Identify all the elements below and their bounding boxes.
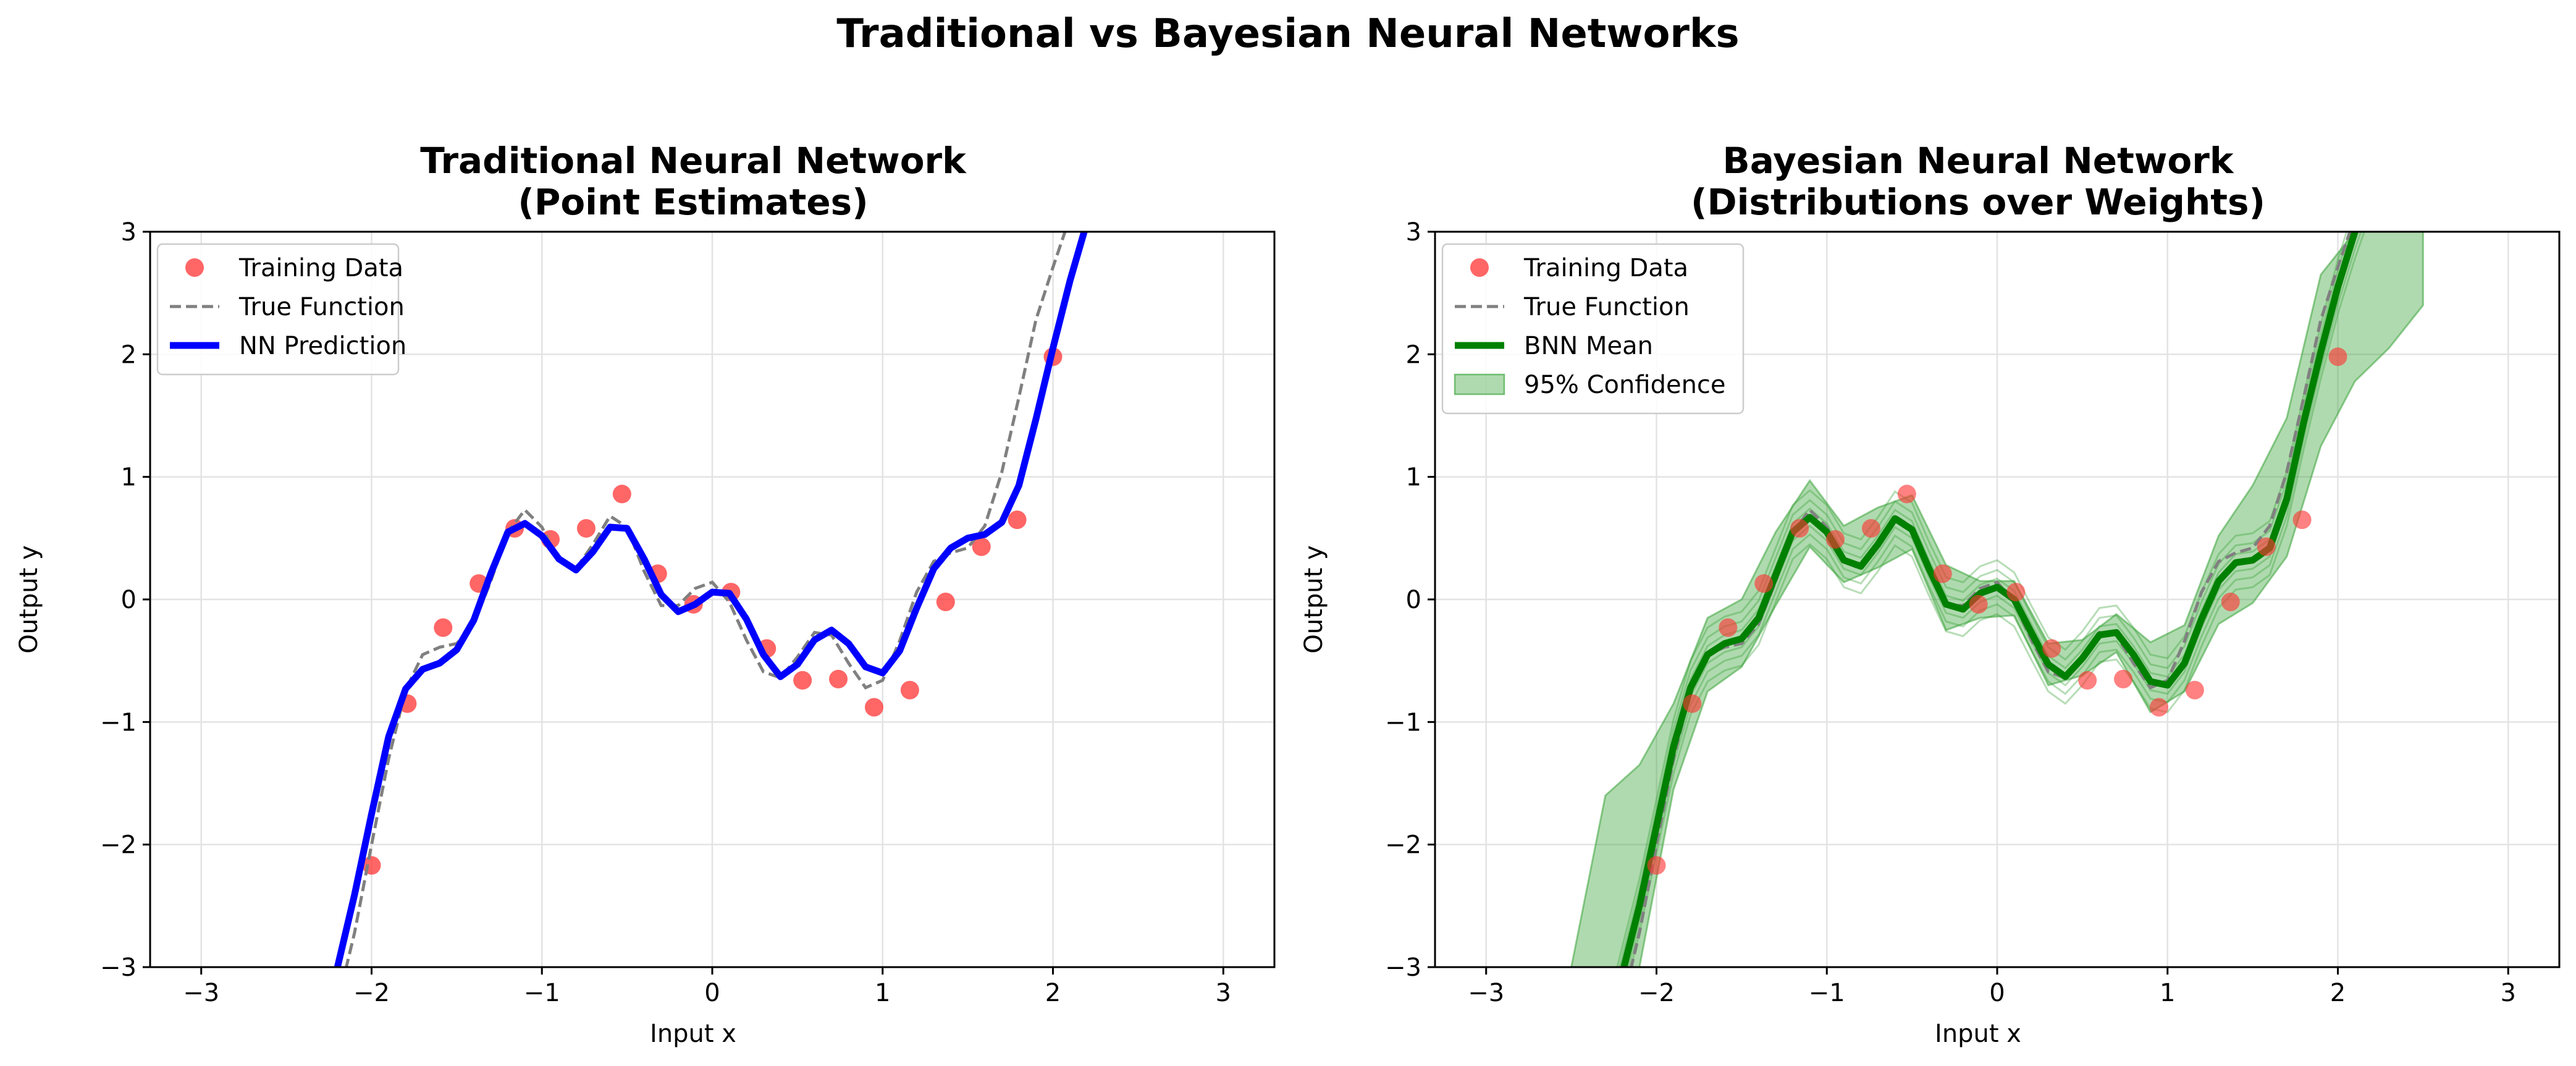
training-data-point [612, 484, 631, 504]
plot-series [334, 232, 1088, 967]
training-data-point [2328, 347, 2347, 366]
legend-label: Training Data [1523, 254, 1688, 282]
y-tick-label: 0 [1406, 586, 1421, 614]
panel-title: Traditional Neural Network [420, 140, 967, 182]
x-tick-label: 2 [2330, 979, 2346, 1007]
y-tick-label: 2 [121, 341, 137, 369]
x-tick-label: 2 [1045, 979, 1061, 1007]
training-data-point [1897, 484, 1916, 504]
nn-prediction-line [334, 232, 1088, 967]
x-tick-label: 1 [875, 979, 890, 1007]
panel-traditional-nn: Traditional Neural Network (Point Estima… [15, 140, 1276, 1048]
panel-bayesian-nn: Bayesian Neural Network (Distributions o… [1300, 140, 2561, 1048]
y-tick-label: −3 [100, 954, 137, 982]
training-data-point [829, 669, 848, 688]
legend-label: True Function [1523, 293, 1690, 321]
y-tick-label: −1 [100, 708, 137, 737]
x-axis-label: Input x [1935, 1020, 2021, 1048]
y-tick-label: −3 [1385, 954, 1421, 982]
bnn-mean-line [1620, 232, 2359, 967]
y-axis-label: Output y [15, 545, 43, 653]
training-data-point [972, 537, 991, 556]
posterior-sample-line [1625, 232, 2359, 967]
training-data-point [1683, 694, 1702, 713]
plot-area: −3 −2 −1 0 1 2 3 −3 −2 −1 0 1 2 3 Training Data True Fu… [1385, 218, 2561, 1007]
y-tick-label: 3 [1406, 218, 1421, 247]
x-tick-label: 1 [2160, 979, 2175, 1007]
training-data-point [864, 698, 883, 717]
posterior-sample-line [1627, 232, 2362, 967]
x-tick-label: −3 [183, 979, 219, 1007]
legend-label: True Function [238, 293, 405, 321]
panel-title: Bayesian Neural Network [1723, 140, 2234, 182]
training-data-point [576, 518, 596, 538]
training-data-point [2149, 698, 2168, 717]
training-data-point [1008, 510, 1027, 530]
training-data-point [2292, 510, 2312, 530]
x-tick-label: −3 [1468, 979, 1504, 1007]
posterior-sample-line [1630, 232, 2365, 967]
training-data-point [2042, 639, 2061, 658]
x-tick-label: 3 [2501, 979, 2516, 1007]
training-data-point [2114, 669, 2133, 688]
legend: Training Data True Function BNN Mean 95% Co… [1441, 243, 1745, 415]
y-axis-label: Output y [1300, 545, 1328, 653]
training-data-point [1861, 518, 1880, 538]
figure-title: Traditional vs Bayesian Neural Networks [836, 11, 1739, 57]
training-data-point [1969, 594, 1988, 614]
training-data-point [2185, 680, 2204, 700]
x-axis-label: Input x [650, 1020, 736, 1048]
training-data-point [1754, 574, 1774, 593]
posterior-sample-line [1616, 232, 2348, 967]
legend-label: NN Prediction [239, 332, 406, 360]
y-tick-label: 2 [1406, 341, 1421, 369]
legend-label: Training Data [238, 254, 403, 282]
legend-marker-band [1454, 373, 1505, 396]
training-data-point [936, 592, 955, 611]
y-tick-label: 3 [121, 218, 137, 247]
y-tick-label: 0 [121, 586, 137, 614]
x-tick-label: 0 [1989, 979, 2005, 1007]
y-tick-label: −2 [100, 831, 137, 860]
training-data-point [434, 618, 453, 637]
panel-subtitle: (Distributions over Weights) [1691, 181, 2265, 223]
x-tick-label: −1 [1809, 979, 1845, 1007]
true-function-line [345, 232, 1067, 967]
training-data-point [2078, 670, 2097, 690]
y-tick-label: 1 [121, 463, 137, 492]
training-data-point [1790, 518, 1809, 538]
legend-label: BNN Mean [1524, 332, 1653, 360]
training-data-point [1647, 856, 1666, 875]
training-data-point [2257, 537, 2276, 556]
legend-marker-data [1470, 258, 1489, 277]
x-tick-label: 0 [704, 979, 720, 1007]
training-data-point [2006, 583, 2026, 602]
x-tick-label: −2 [1638, 979, 1675, 1007]
legend-marker-data [185, 258, 204, 277]
training-data-point [1719, 618, 1738, 637]
plot-area: −3 −2 −1 0 1 2 3 −3 −2 −1 0 1 2 3 Training Data True Fu… [100, 218, 1276, 1007]
training-data-point [2221, 592, 2240, 611]
training-data-point [1933, 564, 1952, 583]
y-tick-label: −1 [1385, 708, 1421, 737]
y-tick-label: 1 [1406, 463, 1421, 492]
x-tick-label: −2 [353, 979, 390, 1007]
panel-subtitle: (Point Estimates) [518, 181, 868, 223]
confidence-band [1570, 232, 2424, 967]
true-function-line [1630, 232, 2352, 967]
y-tick-label: −2 [1385, 831, 1421, 860]
legend-label: 95% Confidence [1524, 371, 1726, 399]
x-tick-label: 3 [1216, 979, 1231, 1007]
legend: Training Data True Function NN Prediction [156, 243, 406, 376]
x-tick-label: −1 [524, 979, 560, 1007]
plot-series [1570, 232, 2424, 967]
legend-box [1441, 243, 1745, 415]
training-data-point [793, 670, 812, 690]
legend-box [156, 243, 400, 376]
training-data-point [900, 680, 919, 700]
training-data-point [1826, 530, 1845, 549]
